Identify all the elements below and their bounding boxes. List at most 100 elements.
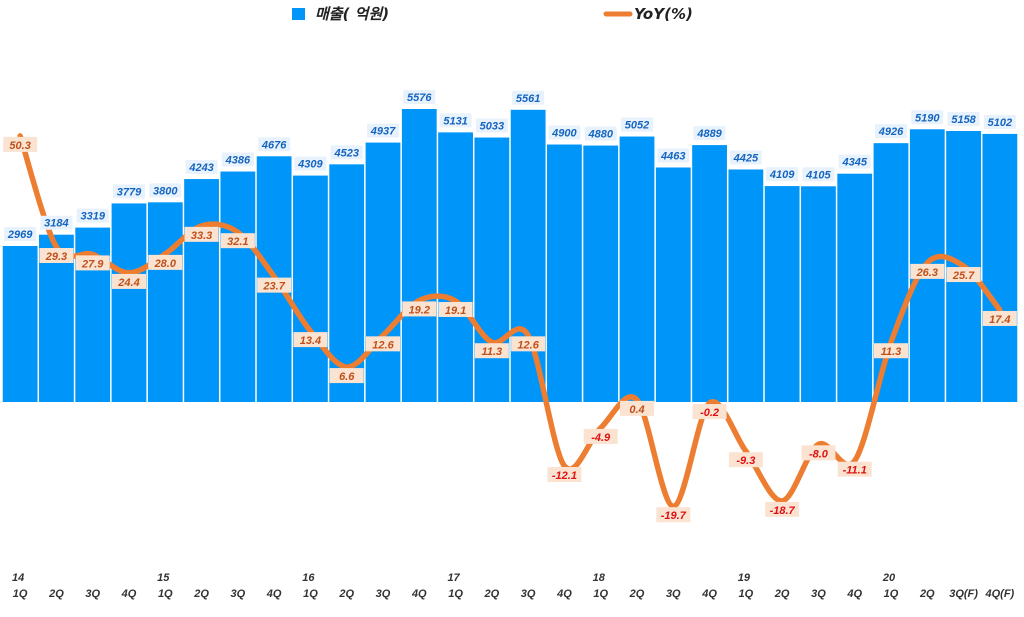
- yoy-label-bg: [148, 254, 183, 270]
- bar: [474, 137, 510, 402]
- yoy-label-bg: [293, 332, 328, 348]
- yoy-label-bg: [366, 336, 400, 352]
- bar: [401, 109, 437, 402]
- bar-value-label: 3779: [117, 186, 142, 198]
- x-tick-quarter: 1Q: [884, 588, 899, 600]
- bar: [510, 109, 546, 402]
- bar: [184, 179, 219, 402]
- yoy-value-label: -0.2: [700, 407, 719, 419]
- yoy-value-label: -4.9: [591, 432, 611, 444]
- bar: [982, 133, 1018, 402]
- bar-label-bg: [475, 118, 508, 133]
- x-tick-quarter: 1Q: [448, 588, 463, 600]
- yoy-label-bg: [220, 233, 255, 249]
- yoy-label-bg: [728, 452, 763, 468]
- bar-value-label: 4243: [188, 162, 213, 174]
- bar: [2, 245, 38, 402]
- bar-value-label: 4109: [769, 169, 795, 181]
- x-tick-quarter: 2Q: [193, 588, 209, 600]
- bar-value-label: 4425: [733, 152, 759, 164]
- bar-value-label: 4676: [261, 139, 287, 151]
- x-tick-quarter: 2Q: [48, 588, 64, 600]
- yoy-value-label: -12.1: [552, 470, 577, 482]
- yoy-label-bg: [910, 263, 945, 279]
- x-tick-quarter: 4Q: [846, 588, 862, 600]
- bar-value-label: 4345: [841, 157, 867, 169]
- bar: [764, 186, 800, 402]
- yoy-label-bg: [656, 507, 691, 523]
- yoy-value-label: -8.0: [809, 448, 829, 460]
- yoy-label-bg: [112, 273, 146, 289]
- x-tick-year: 20: [882, 572, 896, 584]
- bar-value-label: 4105: [805, 169, 831, 181]
- x-tick-quarter: 3Q: [85, 588, 100, 600]
- x-tick-quarter: 3Q: [231, 588, 246, 600]
- yoy-label-bg: [620, 400, 654, 416]
- bar-value-label: 4880: [587, 129, 613, 141]
- yoy-value-label: -18.7: [770, 505, 796, 517]
- bar-label-bg: [76, 208, 109, 223]
- yoy-value-label: 12.6: [372, 339, 394, 351]
- yoy-label-bg: [801, 445, 836, 461]
- yoy-value-label: 12.6: [517, 339, 539, 351]
- bar-label-bg: [838, 154, 871, 169]
- x-tick-year: 18: [593, 572, 606, 584]
- bar-label-bg: [911, 110, 944, 125]
- bar: [655, 167, 691, 402]
- bar: [692, 145, 727, 402]
- bar-label-bg: [367, 123, 399, 138]
- x-tick-year: 15: [157, 572, 170, 584]
- x-tick-year: 16: [302, 572, 315, 584]
- bar-label-bg: [729, 150, 762, 165]
- yoy-value-label: 24.4: [117, 277, 139, 289]
- legend-swatch-bar: [292, 8, 305, 20]
- yoy-value-label: 19.2: [409, 304, 430, 316]
- yoy-value-label: 13.4: [300, 335, 321, 347]
- yoy-labels-layer: 50.3 29.3 27.9 24.4 28.0 33.3 32.1 23.7 13.4 6.6 1…: [3, 136, 1017, 523]
- yoy-value-label: -19.7: [661, 510, 687, 522]
- bar: [619, 136, 655, 403]
- yoy-value-label: 32.1: [227, 236, 248, 248]
- bar-label-bg: [584, 126, 617, 141]
- x-tick-quarter: 2Q: [919, 588, 935, 600]
- bar: [293, 175, 328, 402]
- bar: [837, 173, 873, 402]
- yoy-value-label: 6.6: [339, 371, 355, 383]
- x-tick-year: 14: [12, 572, 24, 584]
- yoy-value-label: -9.3: [736, 455, 755, 467]
- x-tick-quarter: 3Q: [811, 588, 826, 600]
- yoy-value-label: 33.3: [191, 230, 212, 242]
- bar-value-label: 2969: [7, 229, 33, 241]
- bar-value-label: 4889: [696, 128, 722, 140]
- bar-value-label: 5576: [407, 92, 432, 104]
- yoy-label-bg: [184, 226, 219, 242]
- bar-value-label: 5102: [988, 117, 1012, 129]
- bar: [220, 171, 256, 402]
- x-tick-quarter: 3Q: [376, 588, 391, 600]
- bar-value-label: 5033: [480, 121, 504, 133]
- bar-labels-layer: 2969 3184 3319 3779 3800 4243 4386 4676 4309 4523…: [4, 90, 1016, 241]
- x-tick-quarter: 4Q(F): [984, 588, 1014, 600]
- bar-value-label: 4900: [551, 128, 577, 140]
- yoy-label-bg: [946, 267, 981, 283]
- yoy-value-label: 11.3: [482, 346, 503, 358]
- bar-label-bg: [439, 113, 472, 128]
- bar-value-label: 4386: [225, 155, 251, 167]
- bar-value-label: 3184: [44, 218, 68, 230]
- x-tick-quarter: 4Q: [411, 588, 427, 600]
- x-tick-quarter: 3Q: [666, 588, 681, 600]
- x-tick-quarter: 1Q: [303, 588, 318, 600]
- bar-value-label: 5158: [951, 114, 976, 126]
- yoy-label-bg: [583, 428, 618, 444]
- bar-value-label: 5561: [516, 93, 540, 105]
- bar-label-bg: [40, 215, 73, 230]
- yoy-value-label: 0.4: [629, 404, 644, 416]
- yoy-label-bg: [547, 467, 582, 483]
- bar-label-bg: [802, 167, 835, 182]
- bar-value-label: 5052: [625, 120, 649, 132]
- x-tick-year: 17: [447, 572, 460, 584]
- x-tick-year: 19: [738, 572, 751, 584]
- bar-label-bg: [512, 90, 545, 105]
- yoy-value-label: 29.3: [45, 251, 67, 263]
- x-tick-quarter: 2Q: [774, 588, 790, 600]
